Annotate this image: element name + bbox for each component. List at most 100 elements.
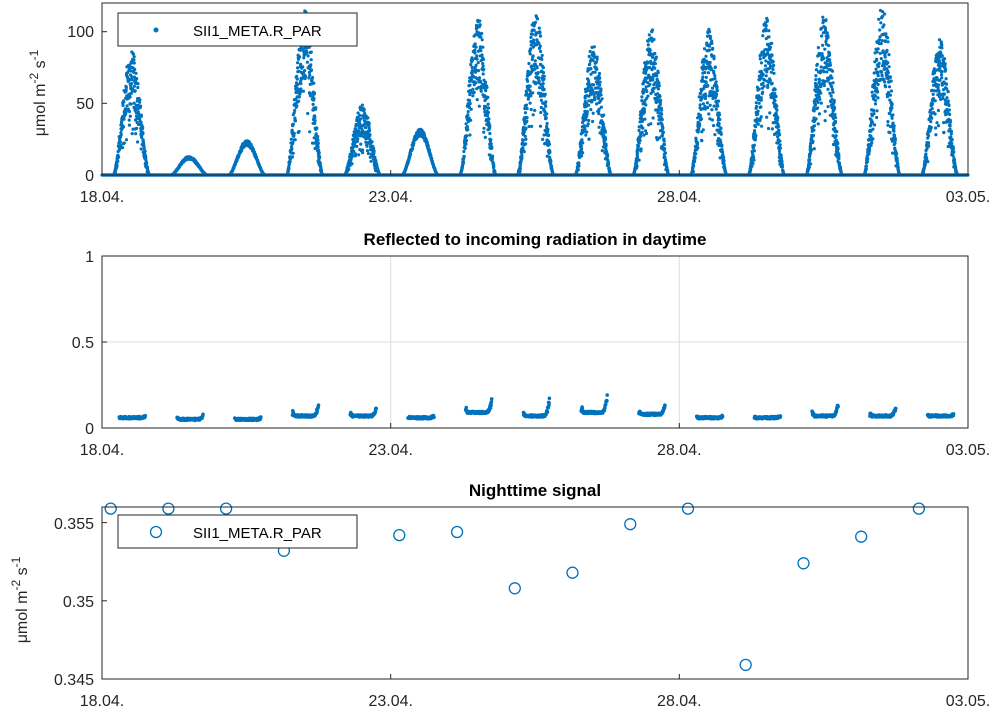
par-data-point <box>481 45 485 49</box>
par-data-point <box>528 52 532 56</box>
par-data-point <box>535 17 540 21</box>
par-data-point <box>548 150 552 154</box>
par-data-point <box>470 65 474 69</box>
par-data-point <box>524 126 528 130</box>
par-data-point <box>587 137 591 141</box>
par-data-point <box>367 121 371 125</box>
par-data-point <box>133 67 137 71</box>
par-data-point <box>537 76 541 80</box>
par-data-point <box>586 122 590 126</box>
par-data-point <box>358 113 362 117</box>
par-data-point <box>526 79 530 83</box>
par-data-point <box>524 142 528 146</box>
par-data-point <box>604 146 608 150</box>
par-data-point <box>644 103 648 107</box>
par-data-point <box>298 55 302 59</box>
par-data-point <box>642 90 646 94</box>
par-data-point <box>145 161 149 165</box>
par-data-point <box>412 141 416 145</box>
par-data-point <box>591 88 595 92</box>
par-data-point <box>483 135 487 139</box>
par-data-point <box>544 100 548 104</box>
par-data-point <box>293 138 297 142</box>
par-data-point <box>540 53 544 58</box>
par-data-point <box>142 144 146 148</box>
par-data-point <box>640 130 644 134</box>
par-data-point <box>309 68 314 72</box>
par-data-point <box>539 110 543 115</box>
par-data-point <box>538 86 542 90</box>
par-data-point <box>133 89 137 93</box>
par-data-point <box>602 113 606 117</box>
par-data-point <box>120 146 125 150</box>
par-data-point <box>312 97 316 101</box>
par-data-point <box>525 119 529 123</box>
par-data-point <box>468 83 472 87</box>
par-data-point <box>132 55 136 59</box>
par-data-point <box>585 110 589 114</box>
par-data-point <box>532 38 536 42</box>
par-data-point <box>372 149 376 153</box>
par-data-point <box>523 134 527 138</box>
par-data-point <box>369 159 373 163</box>
par-data-point <box>480 53 484 57</box>
par-data-point <box>127 109 131 114</box>
par-data-point <box>138 98 142 102</box>
par-data-point <box>547 142 552 146</box>
par-data-point <box>525 107 529 111</box>
par-data-point <box>486 95 490 99</box>
par-data-point <box>316 138 320 142</box>
par-data-point <box>541 66 546 70</box>
par-data-point <box>579 154 584 158</box>
par-data-point <box>580 138 584 142</box>
par-data-point <box>315 126 319 130</box>
par-data-point <box>580 147 584 151</box>
par-data-point <box>639 134 643 138</box>
par-data-point <box>529 94 533 98</box>
par-data-point <box>127 123 131 127</box>
par-data-point <box>295 77 299 81</box>
par-data-point <box>606 153 610 157</box>
par-data-point <box>592 45 596 49</box>
par-data-point <box>588 49 592 54</box>
par-data-point <box>541 85 545 89</box>
par-data-point <box>122 100 126 104</box>
par-data-point <box>538 34 543 38</box>
par-data-point <box>468 133 472 137</box>
par-data-point <box>473 48 477 52</box>
par-data-point <box>141 126 145 130</box>
par-data-point <box>481 57 486 62</box>
par-data-point <box>118 140 122 144</box>
par-data-point <box>127 118 131 122</box>
par-data-point <box>591 119 595 124</box>
par-data-point <box>531 91 535 95</box>
par-data-point <box>530 32 535 36</box>
par-data-point <box>636 144 641 148</box>
par-data-point <box>480 31 484 36</box>
par-data-point <box>124 138 129 142</box>
par-data-point <box>318 156 322 160</box>
par-data-point <box>466 110 470 114</box>
par-data-point <box>488 131 492 136</box>
par-data-point <box>290 155 295 159</box>
par-data-point <box>539 49 543 54</box>
par-data-point <box>305 60 309 64</box>
par-data-point <box>350 162 354 166</box>
par-data-point <box>466 113 470 117</box>
par-data-point <box>297 99 301 103</box>
par-data-point <box>464 138 469 143</box>
par-data-point <box>139 147 143 151</box>
par-data-point <box>484 89 488 93</box>
par-data-point <box>593 70 597 74</box>
par-data-point <box>635 155 640 159</box>
par-data-point <box>293 119 298 123</box>
par-data-point <box>124 85 128 89</box>
par-data-point <box>463 146 467 150</box>
par-data-point <box>136 82 140 86</box>
par-data-point <box>544 104 548 108</box>
par-data-point <box>486 102 490 106</box>
par-data-point <box>587 54 591 59</box>
par-data-point <box>537 79 541 83</box>
par-data-point <box>638 138 642 142</box>
